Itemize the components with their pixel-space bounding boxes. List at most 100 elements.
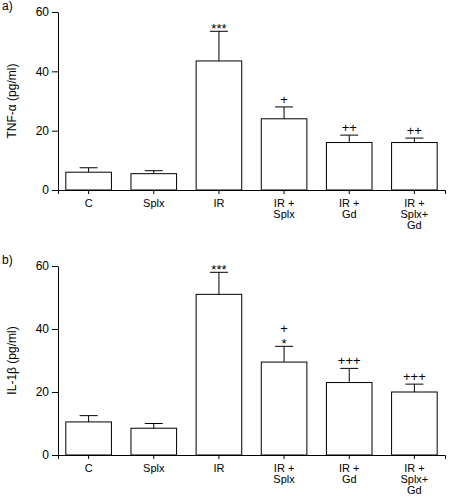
y-axis-line — [58, 267, 59, 456]
x-tick: C — [85, 190, 93, 209]
panel-label: b) — [2, 253, 13, 267]
x-tick: C — [85, 455, 93, 474]
significance-mark: ++ — [407, 123, 422, 138]
y-tick-label: 20 — [36, 385, 50, 399]
x-tick: Splx — [143, 190, 165, 209]
bar — [326, 143, 372, 190]
x-tick-label: IR +Splx+Gd — [400, 197, 428, 231]
x-tick-label: IR — [213, 462, 224, 474]
x-axis: C Splx IR IR +Splx IR +Gd IR +Splx+Gd — [59, 190, 446, 231]
significance-mark: *** — [211, 21, 226, 36]
x-tick: Splx — [143, 455, 165, 474]
bar — [261, 119, 307, 190]
x-tick: IR — [213, 455, 224, 474]
error-bar — [145, 171, 163, 174]
error-stem — [349, 368, 350, 382]
bar — [261, 362, 307, 455]
significance-mark: +++ — [403, 369, 426, 384]
y-tick-mark — [52, 455, 58, 456]
x-tick-mark — [284, 455, 285, 459]
y-tick: 0 — [42, 183, 58, 197]
y-tick-mark — [52, 266, 58, 267]
y-tick: 0 — [42, 448, 58, 462]
y-tick-label: 20 — [36, 124, 50, 138]
x-axis: C Splx IR IR +Splx IR +Gd IR +Splx+Gd — [59, 455, 446, 496]
significance-mark: ++ — [342, 120, 357, 135]
error-stem — [284, 107, 285, 119]
x-tick-label: IR +Gd — [339, 197, 359, 220]
error-bar — [340, 135, 358, 142]
y-tick-label: 40 — [36, 322, 50, 336]
x-axis-line — [59, 456, 446, 460]
x-tick: IR — [213, 190, 224, 209]
y-tick-label: 0 — [42, 183, 49, 197]
panel: a)TNF-α (pg/ml)***+++++0204060CSplxIRIR … — [2, 0, 446, 231]
x-tick-mark — [414, 455, 415, 459]
x-tick-label: IR +Splx+Gd — [400, 462, 428, 496]
y-tick: 40 — [36, 322, 58, 336]
x-tick-mark — [349, 190, 350, 194]
error-stem — [153, 424, 154, 429]
plot-area — [66, 31, 437, 190]
y-axis-title: IL-1β (pg/ml) — [5, 326, 19, 394]
x-tick-mark — [153, 455, 154, 459]
bar — [196, 294, 242, 455]
bar — [131, 174, 177, 190]
error-cap — [145, 423, 163, 424]
y-tick: 40 — [36, 65, 58, 79]
x-tick-mark — [153, 190, 154, 194]
y-tick: 20 — [36, 124, 58, 138]
x-tick-mark — [218, 190, 219, 194]
x-tick: IR +Splx — [273, 190, 295, 220]
x-tick-mark — [218, 455, 219, 459]
x-tick-mark — [284, 190, 285, 194]
bar — [66, 172, 112, 190]
error-bar — [340, 368, 358, 382]
x-tick-label: Splx — [143, 462, 165, 474]
error-stem — [414, 384, 415, 392]
y-tick-mark — [52, 12, 58, 13]
significance-mark: +++ — [338, 353, 361, 368]
plot-area — [66, 272, 437, 455]
y-axis: 0204060 — [36, 5, 59, 197]
y-axis-title: TNF-α (pg/ml) — [5, 64, 19, 139]
y-tick-mark — [52, 190, 58, 191]
error-bar — [145, 424, 163, 429]
x-tick-mark — [414, 190, 415, 194]
y-tick-mark — [52, 329, 58, 330]
bar — [66, 422, 112, 455]
x-tick-label: IR +Splx — [273, 197, 295, 220]
significance-mark: + — [280, 92, 288, 107]
bar — [392, 143, 438, 190]
x-axis-line — [59, 191, 446, 195]
x-tick: IR +Gd — [339, 455, 359, 485]
y-tick-label: 60 — [36, 259, 50, 273]
error-cap — [145, 170, 163, 171]
error-stem — [349, 135, 350, 142]
error-bar — [80, 416, 98, 422]
error-cap — [80, 415, 98, 416]
error-stem — [88, 416, 89, 422]
y-tick-mark — [52, 392, 58, 393]
error-bar — [80, 168, 98, 172]
error-stem — [88, 168, 89, 172]
x-tick: IR +Splx+Gd — [400, 455, 428, 496]
x-tick-label: IR — [213, 197, 224, 209]
error-bar — [275, 107, 293, 119]
y-tick-label: 0 — [42, 448, 49, 462]
x-tick: IR +Splx — [273, 455, 295, 485]
error-bar — [405, 138, 423, 142]
bar — [326, 383, 372, 455]
x-tick-label: Splx — [143, 197, 165, 209]
y-tick-label: 40 — [36, 65, 50, 79]
x-tick-label: C — [85, 462, 93, 474]
error-cap — [80, 167, 98, 168]
x-tick: IR +Gd — [339, 190, 359, 220]
x-tick-mark — [88, 455, 89, 459]
panel: b)IL-1β (pg/ml)***+*++++++0204060CSplxIR… — [2, 253, 446, 496]
error-bar — [405, 384, 423, 392]
significance-mark: +* — [280, 321, 288, 351]
x-tick-label: IR +Gd — [339, 462, 359, 485]
y-tick-mark — [52, 131, 58, 132]
x-tick-label: IR +Splx — [273, 462, 295, 485]
